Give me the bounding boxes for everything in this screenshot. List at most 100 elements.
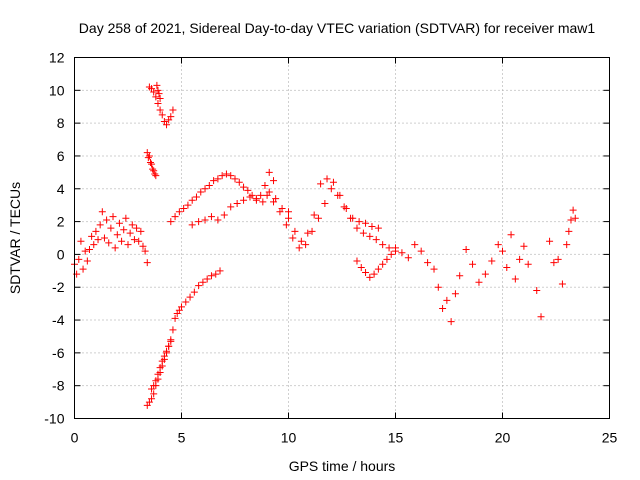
data-point bbox=[150, 382, 158, 390]
data-point bbox=[310, 211, 318, 219]
data-point bbox=[439, 305, 447, 313]
data-point bbox=[203, 275, 211, 283]
data-point bbox=[475, 278, 483, 286]
data-point bbox=[404, 254, 412, 262]
data-point bbox=[197, 188, 205, 196]
data-point bbox=[130, 236, 138, 244]
data-point bbox=[222, 170, 230, 178]
data-point bbox=[240, 183, 248, 191]
data-point bbox=[434, 283, 442, 291]
data-point bbox=[165, 342, 173, 350]
data-point bbox=[151, 170, 159, 178]
data-point bbox=[276, 208, 284, 216]
data-point bbox=[355, 218, 363, 226]
y-axis-label: SDTVAR / TECUs bbox=[7, 182, 23, 294]
data-point bbox=[571, 214, 579, 222]
data-point bbox=[163, 347, 171, 355]
y-tick-label: -4 bbox=[52, 312, 65, 328]
data-point bbox=[158, 111, 166, 119]
data-point bbox=[107, 224, 115, 232]
y-tick-label: 8 bbox=[57, 115, 65, 131]
data-point bbox=[167, 113, 175, 121]
data-point bbox=[308, 227, 316, 235]
data-point bbox=[533, 287, 541, 295]
data-point bbox=[79, 265, 87, 273]
data-point bbox=[188, 221, 196, 229]
data-point bbox=[103, 216, 111, 224]
data-point bbox=[524, 260, 532, 268]
data-points bbox=[71, 81, 579, 409]
axis-ticks bbox=[74, 57, 610, 419]
data-point bbox=[195, 282, 203, 290]
data-point bbox=[546, 237, 554, 245]
data-point bbox=[520, 242, 528, 250]
series-cluster-15-20h bbox=[392, 241, 502, 326]
data-point bbox=[366, 232, 374, 240]
data-point bbox=[246, 193, 254, 201]
data-point bbox=[411, 241, 419, 249]
data-point bbox=[90, 241, 98, 249]
data-point bbox=[370, 270, 378, 278]
data-point bbox=[353, 257, 361, 265]
y-tick-label: 4 bbox=[57, 181, 65, 197]
data-point bbox=[240, 196, 248, 204]
data-point bbox=[150, 167, 158, 175]
x-tick-label: 10 bbox=[281, 430, 297, 446]
data-point bbox=[169, 106, 177, 114]
data-point bbox=[199, 278, 207, 286]
data-point bbox=[374, 224, 382, 232]
data-point bbox=[216, 267, 224, 275]
data-point bbox=[252, 195, 260, 203]
data-point bbox=[263, 191, 271, 199]
data-point bbox=[291, 227, 299, 235]
data-point bbox=[152, 172, 160, 180]
data-point bbox=[321, 200, 329, 208]
data-point bbox=[145, 152, 153, 160]
data-point bbox=[443, 296, 451, 304]
data-point bbox=[156, 364, 164, 372]
data-point bbox=[171, 314, 179, 322]
data-point bbox=[366, 273, 374, 281]
data-point bbox=[171, 213, 179, 221]
x-tick-label: 25 bbox=[602, 430, 618, 446]
data-point bbox=[137, 227, 145, 235]
data-point bbox=[323, 175, 331, 183]
data-point bbox=[374, 265, 382, 273]
data-point bbox=[205, 181, 213, 189]
data-point bbox=[385, 244, 393, 252]
data-point bbox=[329, 178, 337, 186]
data-point bbox=[155, 90, 163, 98]
data-point bbox=[285, 214, 292, 222]
data-point bbox=[81, 247, 89, 255]
data-point bbox=[353, 224, 361, 232]
y-tick-label: 6 bbox=[57, 148, 65, 164]
data-point bbox=[218, 172, 226, 180]
data-point bbox=[154, 370, 162, 378]
data-point bbox=[141, 247, 149, 255]
series-band-secondary bbox=[188, 188, 292, 229]
data-point bbox=[494, 241, 502, 249]
data-point bbox=[156, 106, 164, 114]
data-point bbox=[387, 250, 395, 258]
data-point bbox=[270, 198, 278, 206]
data-point bbox=[186, 293, 194, 301]
data-point bbox=[152, 93, 160, 101]
data-point bbox=[417, 247, 425, 255]
data-point bbox=[126, 229, 134, 237]
x-tick-label: 0 bbox=[71, 430, 79, 446]
x-axis-label: GPS time / hours bbox=[289, 458, 396, 474]
data-point bbox=[558, 280, 566, 288]
data-point bbox=[507, 231, 515, 239]
data-point bbox=[456, 272, 464, 280]
data-point bbox=[148, 395, 156, 403]
series-band-13-15h-lower bbox=[353, 250, 395, 281]
data-point bbox=[98, 208, 106, 216]
series-cluster-20-23.5h bbox=[499, 206, 579, 321]
y-tick-label: -10 bbox=[44, 411, 64, 427]
data-point bbox=[149, 165, 157, 173]
data-point bbox=[430, 265, 438, 273]
y-tick-label: 2 bbox=[57, 214, 65, 230]
data-point bbox=[516, 255, 524, 263]
data-point bbox=[214, 175, 222, 183]
data-point bbox=[227, 172, 235, 180]
